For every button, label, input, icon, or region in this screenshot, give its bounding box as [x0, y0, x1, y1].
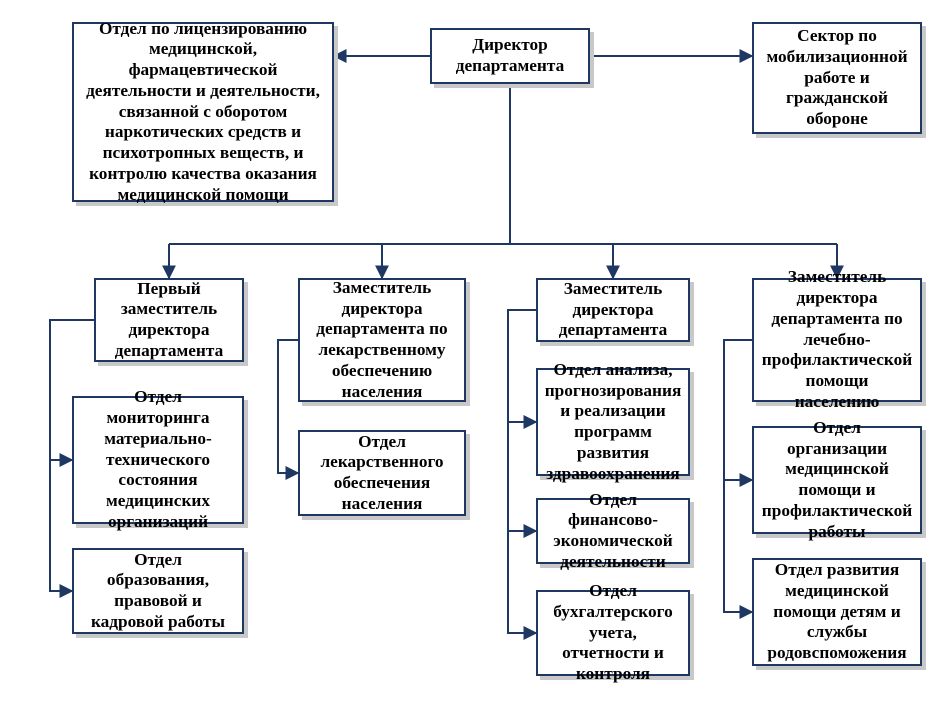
node-d3-sub3: Отдел бухгалтерского учета, отчетности и… [536, 590, 690, 676]
node-label: Отдел мониторинга материально-техническо… [84, 387, 232, 532]
node-label: Сектор по мобилизационной работе и гражд… [764, 26, 910, 130]
node-d4-sub1: Отдел организации медицинской помощи и п… [752, 426, 922, 534]
node-label: Отдел по лицензированию медицинской, фар… [84, 19, 322, 206]
node-label: Заместитель директора департамента [548, 279, 678, 341]
node-mobilization: Сектор по мобилизационной работе и гражд… [752, 22, 922, 134]
node-label: Заместитель директора департамента по ле… [762, 267, 912, 412]
node-label: Отдел организации медицинской помощи и п… [762, 418, 912, 543]
node-label: Отдел лекарственного обеспечения населен… [310, 432, 454, 515]
node-licensing: Отдел по лицензированию медицинской, фар… [72, 22, 334, 202]
node-d2-sub1: Отдел лекарственного обеспечения населен… [298, 430, 466, 516]
node-deputy4: Заместитель директора департамента по ле… [752, 278, 922, 402]
node-d1-sub2: Отдел образования, правовой и кадровой р… [72, 548, 244, 634]
node-label: Отдел бухгалтерского учета, отчетности и… [548, 581, 678, 685]
node-label: Первый заместитель директора департамент… [106, 279, 232, 362]
node-label: Директор департамента [442, 35, 578, 77]
node-d4-sub2: Отдел развития медицинской помощи детям … [752, 558, 922, 666]
node-director: Директор департамента [430, 28, 590, 84]
node-deputy1: Первый заместитель директора департамент… [94, 278, 244, 362]
node-d1-sub1: Отдел мониторинга материально-техническо… [72, 396, 244, 524]
node-d3-sub1: Отдел анализа, прогнозирования и реализа… [536, 368, 690, 476]
node-d3-sub2: Отдел финансово-экономической деятельнос… [536, 498, 690, 564]
node-deputy3: Заместитель директора департамента [536, 278, 690, 342]
node-label: Заместитель директора департамента по ле… [310, 278, 454, 403]
node-label: Отдел анализа, прогнозирования и реализа… [545, 360, 682, 485]
node-label: Отдел развития медицинской помощи детям … [764, 560, 910, 664]
node-deputy2: Заместитель директора департамента по ле… [298, 278, 466, 402]
node-label: Отдел финансово-экономической деятельнос… [548, 490, 678, 573]
node-label: Отдел образования, правовой и кадровой р… [84, 550, 232, 633]
org-chart-canvas: Директор департамента Отдел по лицензиро… [0, 0, 950, 714]
